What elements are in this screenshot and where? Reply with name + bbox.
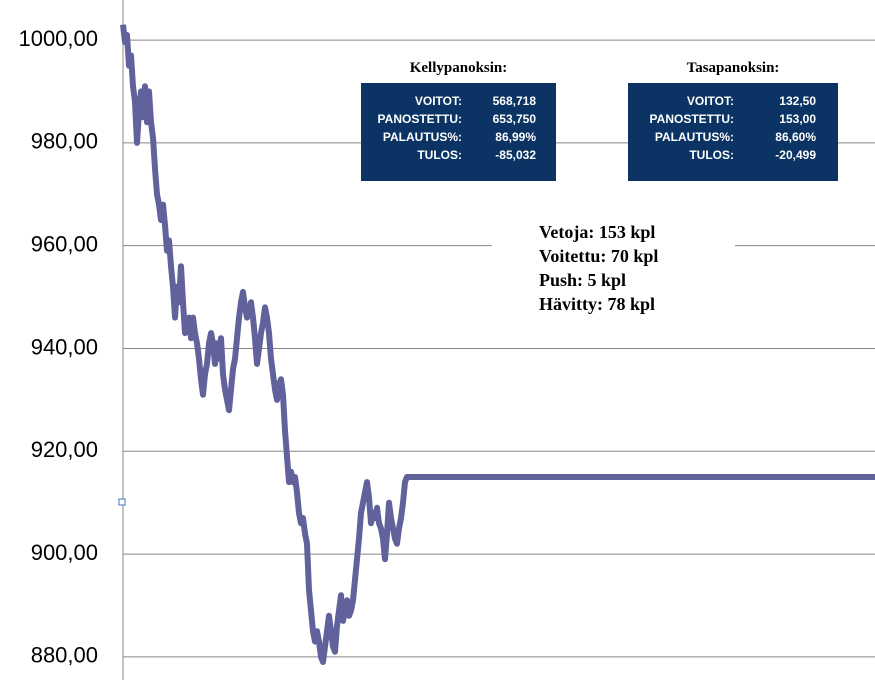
- y-tick-label: 900,00: [31, 540, 98, 565]
- stat-label: PANOSTETTU:: [650, 112, 734, 126]
- y-tick-label: 920,00: [31, 437, 98, 462]
- y-tick-label: 980,00: [31, 129, 98, 154]
- data-line: [120, 24, 875, 665]
- y-tick-label: 960,00: [31, 231, 98, 256]
- stat-value: 86,60%: [775, 130, 816, 144]
- stats-box: [361, 83, 556, 181]
- title-background: [628, 53, 838, 79]
- stat-label: PALAUTUS%:: [383, 130, 462, 144]
- selection-handle: [118, 498, 126, 506]
- stat-label: PANOSTETTU:: [378, 112, 462, 126]
- stat-label: PALAUTUS%:: [655, 130, 734, 144]
- summary-line: Hävitty: 78 kpl: [539, 294, 655, 314]
- stat-value: 653,750: [493, 112, 537, 126]
- stat-label: TULOS:: [689, 148, 734, 162]
- box-title: Tasapanoksin:: [687, 60, 780, 76]
- y-tick-label: 1000,00: [18, 26, 98, 51]
- title-background: [361, 53, 556, 79]
- stats-background: [492, 215, 735, 315]
- stat-value: -85,032: [495, 148, 536, 162]
- stat-label: TULOS:: [417, 148, 462, 162]
- stat-value: 153,00: [779, 112, 816, 126]
- stats-box: [628, 83, 838, 181]
- stat-value: 568,718: [493, 94, 537, 108]
- stat-label: VOITOT:: [687, 94, 734, 108]
- y-tick-label: 880,00: [31, 643, 98, 668]
- stat-value: 86,99%: [495, 130, 536, 144]
- summary-line: Voitettu: 70 kpl: [539, 246, 658, 266]
- y-tick-label: 940,00: [31, 334, 98, 359]
- box-title: Kellypanoksin:: [410, 60, 508, 76]
- stat-label: VOITOT:: [415, 94, 462, 108]
- summary-line: Push: 5 kpl: [539, 270, 626, 290]
- stat-value: 132,50: [779, 94, 816, 108]
- summary-line: Vetoja: 153 kpl: [539, 222, 655, 242]
- stat-value: -20,499: [775, 148, 816, 162]
